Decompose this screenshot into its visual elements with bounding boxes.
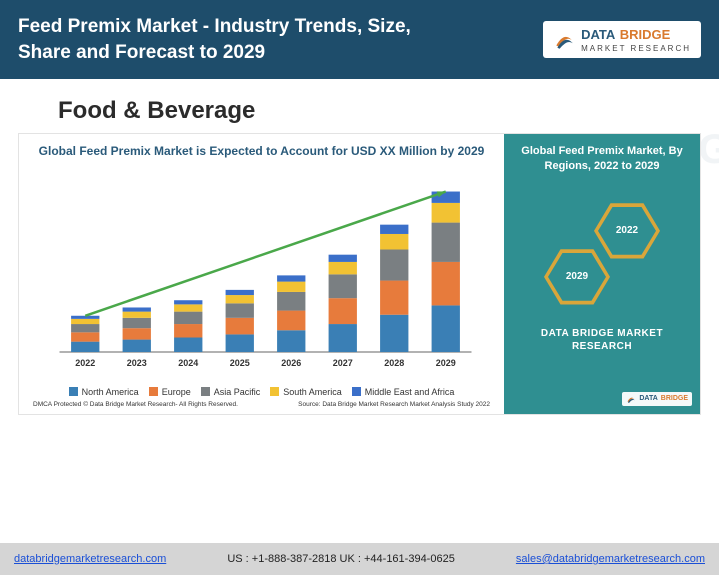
- right-small-logo: DATA BRIDGE: [622, 392, 692, 406]
- chart-area: Global Feed Premix Market is Expected to…: [18, 133, 701, 415]
- legend-swatch: [352, 387, 361, 396]
- legend-item: Middle East and Africa: [352, 387, 455, 397]
- legend-label: North America: [82, 387, 139, 397]
- legend-label: Middle East and Africa: [365, 387, 455, 397]
- right-panel-title: Global Feed Premix Market, By Regions, 2…: [512, 144, 692, 173]
- source-text: Source: Data Bridge Market Research Mark…: [298, 401, 490, 408]
- footer-link-email[interactable]: sales@databridgemarketresearch.com: [516, 553, 705, 565]
- logo-swoosh-icon: [553, 29, 575, 51]
- legend-item: North America: [69, 387, 139, 397]
- legend-item: Asia Pacific: [201, 387, 261, 397]
- footer-phones: US : +1-888-387-2818 UK : +44-161-394-06…: [227, 553, 455, 565]
- hex-2022-outline: 2022: [594, 201, 660, 261]
- footer-bar: databridgemarketresearch.com US : +1-888…: [0, 543, 719, 575]
- logo-sm-text2: BRIDGE: [661, 395, 688, 402]
- section-title: Food & Beverage: [58, 97, 719, 125]
- legend-swatch: [270, 387, 279, 396]
- legend-label: Europe: [162, 387, 191, 397]
- logo-text-1: DATA: [581, 27, 615, 42]
- svg-text:2024: 2024: [178, 358, 198, 368]
- svg-text:2025: 2025: [230, 358, 250, 368]
- svg-text:2029: 2029: [436, 358, 456, 368]
- hex-2029: 2029: [548, 251, 606, 303]
- svg-text:2028: 2028: [384, 358, 404, 368]
- chart-left-panel: Global Feed Premix Market is Expected to…: [19, 134, 504, 414]
- legend-item: Europe: [149, 387, 191, 397]
- legend-item: South America: [270, 387, 342, 397]
- header-logo: DATA BRIDGE MARKET RESEARCH: [543, 21, 701, 58]
- dmca-text: DMCA Protected © Data Bridge Market Rese…: [33, 401, 238, 408]
- right-panel: Global Feed Premix Market, By Regions, 2…: [504, 134, 700, 414]
- hex-group: 2022 2029: [512, 201, 692, 321]
- logo-sm-text1: DATA: [639, 395, 657, 402]
- logo-text-2: BRIDGE: [620, 27, 671, 42]
- legend-swatch: [201, 387, 210, 396]
- svg-text:2022: 2022: [75, 358, 95, 368]
- logo-subtext: MARKET RESEARCH: [581, 44, 691, 53]
- svg-text:2026: 2026: [281, 358, 301, 368]
- hex-2022: 2022: [598, 205, 656, 257]
- svg-text:2027: 2027: [333, 358, 353, 368]
- legend-label: Asia Pacific: [214, 387, 261, 397]
- header-bar: Feed Premix Market - Industry Trends, Si…: [0, 0, 719, 79]
- chart-legend: North America Europe Asia Pacific South Ame…: [33, 387, 490, 397]
- logo-swoosh-icon: [626, 394, 636, 404]
- footer-link-site[interactable]: databridgemarketresearch.com: [14, 553, 166, 565]
- chart-title: Global Feed Premix Market is Expected to…: [33, 144, 490, 160]
- bar-chart: 2022 2023 2024 2025 2026 2027 2028 2029: [33, 168, 490, 383]
- svg-text:2023: 2023: [127, 358, 147, 368]
- legend-label: South America: [283, 387, 342, 397]
- page-title: Feed Premix Market - Industry Trends, Si…: [18, 14, 458, 65]
- legend-swatch: [149, 387, 158, 396]
- hex-2029-outline: 2029: [544, 247, 610, 307]
- legend-swatch: [69, 387, 78, 396]
- right-brand-text: DATA BRIDGE MARKET RESEARCH: [512, 327, 692, 353]
